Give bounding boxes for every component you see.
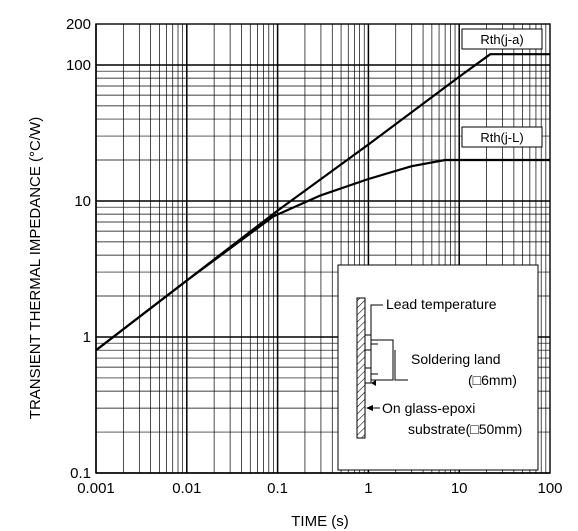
solder-land-bottom — [365, 368, 371, 383]
substrate-text-line2: substrate(□50mm) — [408, 421, 522, 437]
y-tick-label: 10 — [74, 193, 91, 210]
x-tick-label: 1 — [364, 480, 372, 497]
y-tick-label: 0.1 — [70, 465, 91, 482]
x-tick-label: 0.1 — [267, 480, 288, 497]
inset-diagram: Lead temperature Soldering land (□6mm) O… — [338, 265, 538, 470]
soldering-land-text: Soldering land — [411, 351, 501, 367]
y-tick-labels: 0.1 1 10 100 200 — [66, 16, 91, 482]
y-tick-label: 100 — [66, 57, 91, 74]
substrate-board — [357, 298, 365, 438]
x-tick-label: 0.01 — [172, 480, 201, 497]
series-label-text: Rth(j-L) — [480, 130, 523, 145]
series-label-text: Rth(j-a) — [480, 32, 523, 47]
soldering-land-size-text: (□6mm) — [468, 372, 517, 388]
x-axis-title: TIME (s) — [291, 513, 349, 530]
lead-temperature-text: Lead temperature — [386, 296, 497, 312]
x-tick-label: 0.001 — [77, 480, 115, 497]
x-tick-label: 10 — [451, 480, 468, 497]
substrate-text-line1: On glass-epoxi — [382, 400, 475, 416]
x-tick-label: 100 — [537, 480, 562, 497]
y-tick-label: 1 — [83, 329, 91, 346]
y-tick-label: 200 — [66, 16, 91, 33]
y-axis-title: TRANSIENT THERMAL IMPEDANCE (°C/W) — [27, 117, 44, 419]
solder-land-top — [365, 335, 371, 350]
x-tick-labels: 0.001 0.01 0.1 1 10 100 — [77, 480, 562, 497]
